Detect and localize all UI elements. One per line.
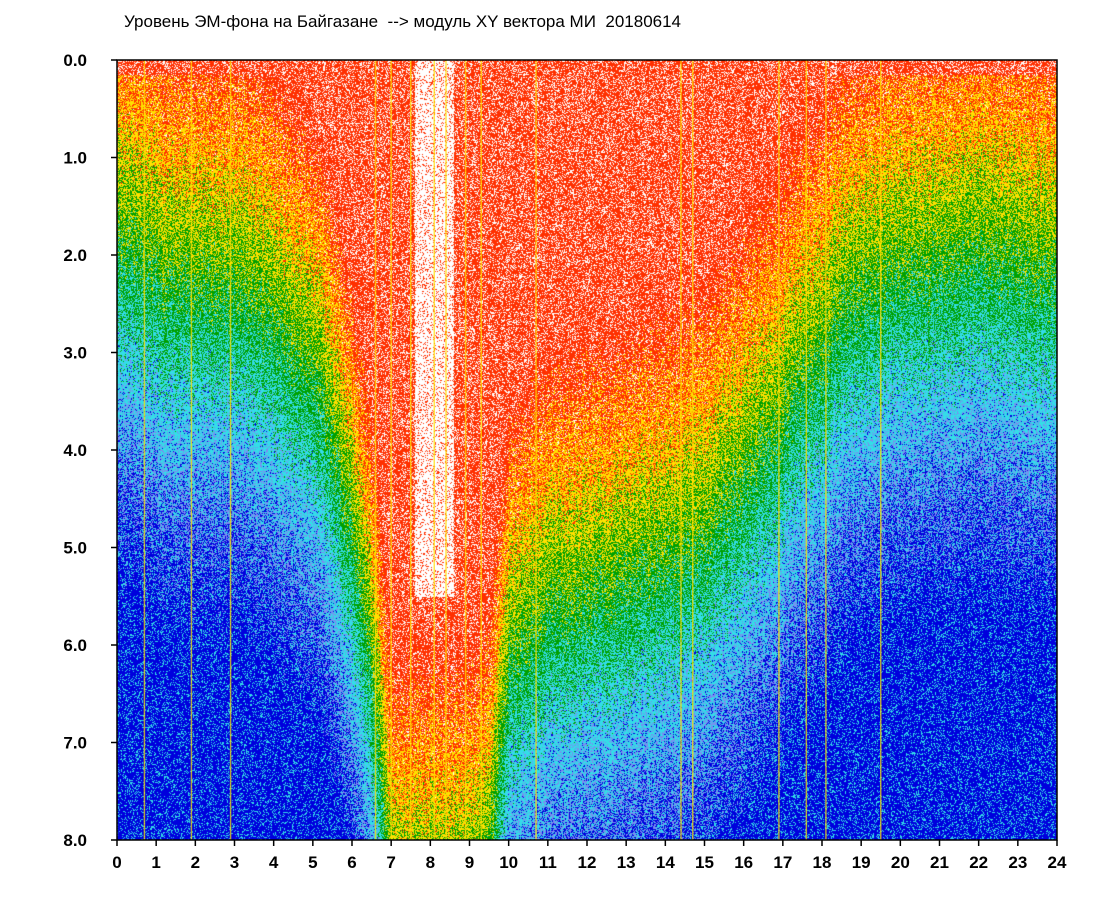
y-axis: 0.0 1.0 2.0 3.0 4.0 5.0 6.0 7.0 8.0 — [63, 51, 117, 850]
x-tick-label: 11 — [539, 853, 557, 872]
y-tick-label: 1.0 — [63, 149, 87, 168]
x-tick-label: 22 — [969, 853, 988, 872]
x-tick-label: 0 — [112, 853, 121, 872]
x-tick-label: 14 — [656, 853, 675, 872]
streak-layer — [143, 60, 882, 840]
x-axis: 0 1 2 3 4 5 6 7 8 9 10 11 12 13 14 15 16 17 18 19 20 21 22 23 24 — [112, 840, 1067, 872]
x-tick-label: 7 — [386, 853, 395, 872]
x-tick-label: 20 — [891, 853, 910, 872]
x-tick-label: 1 — [151, 853, 160, 872]
x-tick-label: 3 — [230, 853, 239, 872]
density-layer — [117, 60, 1057, 840]
y-tick-label: 3.0 — [63, 344, 87, 363]
y-tick-label: 4.0 — [63, 441, 87, 460]
x-tick-label: 10 — [499, 853, 518, 872]
y-tick-label: 7.0 — [63, 734, 87, 753]
x-tick-label: 12 — [578, 853, 597, 872]
x-tick-label: 15 — [695, 853, 714, 872]
x-tick-label: 17 — [773, 853, 792, 872]
y-tick-label: 2.0 — [63, 246, 87, 265]
y-tick-label: 8.0 — [63, 831, 87, 850]
chart-title: Уровень ЭМ-фона на Байгазане --> модуль … — [124, 12, 682, 31]
x-tick-label: 21 — [930, 853, 949, 872]
density-image — [117, 60, 1057, 840]
x-tick-label: 9 — [465, 853, 474, 872]
x-tick-label: 8 — [426, 853, 435, 872]
x-tick-label: 13 — [617, 853, 636, 872]
x-tick-label: 24 — [1048, 853, 1067, 872]
x-tick-label: 2 — [191, 853, 200, 872]
x-tick-label: 4 — [269, 853, 279, 872]
x-tick-label: 18 — [813, 853, 832, 872]
x-tick-label: 5 — [308, 853, 317, 872]
y-tick-label: 0.0 — [63, 51, 87, 70]
y-tick-label: 5.0 — [63, 539, 87, 558]
y-tick-label: 6.0 — [63, 636, 87, 655]
x-tick-label: 19 — [852, 853, 871, 872]
x-tick-label: 6 — [347, 853, 356, 872]
x-tick-label: 23 — [1008, 853, 1027, 872]
x-tick-label: 16 — [734, 853, 753, 872]
